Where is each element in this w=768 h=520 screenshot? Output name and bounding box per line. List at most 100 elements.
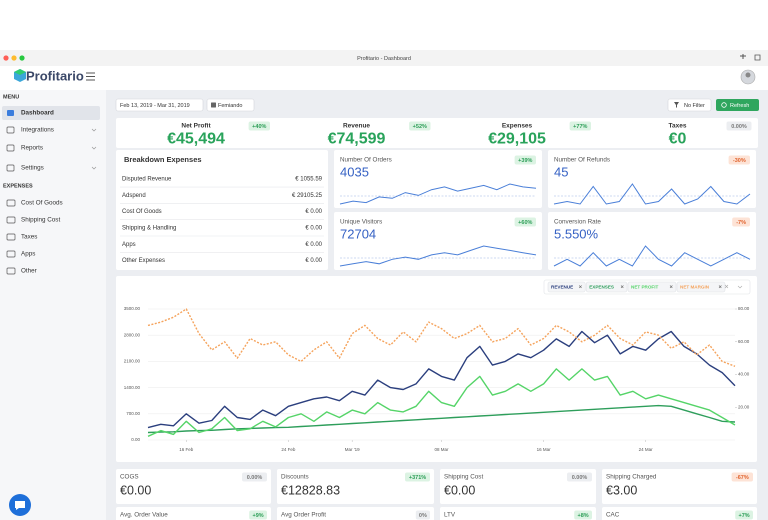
logo: Profitario [26, 68, 84, 83]
legend-chip[interactable] [627, 281, 677, 293]
avatar-head [745, 72, 751, 78]
breakdown-label: Shipping & Handling [122, 225, 176, 231]
menu-toggle[interactable] [86, 72, 95, 81]
breakdown-value: € 0.00 [305, 225, 322, 231]
kpi-value: €0 [669, 131, 687, 148]
change-badge [242, 472, 267, 482]
menu-icon [6, 250, 16, 258]
summary-value: €12828.83 [281, 483, 340, 497]
summary-label: COGS [120, 474, 139, 481]
change-text: +8% [578, 513, 589, 519]
metric-card [334, 212, 542, 270]
kpi-label: Net Profit [181, 123, 211, 130]
change-text: 0.00% [247, 475, 263, 481]
summary-card [277, 507, 434, 520]
refresh-label[interactable]: Refresh [730, 103, 749, 109]
breakdown-value: € 0.00 [305, 242, 322, 248]
y-tick-label: 0.00 [131, 437, 140, 442]
menu-item[interactable]: Apps [21, 251, 35, 258]
change-badge [574, 510, 592, 520]
chevron [91, 128, 97, 132]
change-badge [514, 217, 536, 227]
legend-chip[interactable] [547, 281, 586, 293]
app-header [0, 66, 768, 90]
y-tick-label: 3500.00 [124, 306, 141, 311]
window-button[interactable] [3, 55, 9, 61]
change-badge [732, 217, 750, 227]
summary-card [116, 469, 271, 504]
summary-value: €0.00 [444, 483, 475, 497]
x-tick-label: 08 Mar [434, 447, 449, 452]
sparkline [339, 183, 537, 205]
sidebar [0, 90, 106, 520]
dropdown-icon[interactable] [737, 285, 743, 289]
menu-item[interactable]: Other [21, 268, 37, 275]
change-badge [726, 121, 752, 131]
y-tick-label: 2800.00 [124, 332, 141, 337]
store-picker[interactable] [206, 98, 255, 112]
metric-value: 45 [554, 164, 568, 179]
metric-label: Number Of Orders [340, 157, 392, 164]
series-line [147, 330, 736, 429]
summary-card [440, 507, 596, 520]
kpi-label: Revenue [343, 123, 370, 130]
chip-remove[interactable] [718, 285, 722, 289]
summary-card [602, 469, 757, 504]
menu-item[interactable]: Taxes [21, 234, 37, 241]
breakdown-label: Cost Of Goods [122, 209, 162, 215]
refresh-icon [721, 102, 727, 108]
legend-label[interactable]: EXPENSES [589, 285, 614, 290]
store-name[interactable]: Femiando [218, 103, 242, 109]
change-badge [569, 121, 591, 131]
change-text: 0.00% [572, 475, 588, 481]
metric-value: 4035 [340, 164, 369, 179]
breakdown-card [116, 150, 328, 270]
change-badge [415, 510, 430, 520]
kpi-value: €74,599 [328, 131, 386, 148]
legend-label[interactable]: NET MARGIN [680, 285, 710, 290]
window-icon [740, 54, 746, 59]
legend-label[interactable]: NET PROFIT [631, 285, 659, 290]
legend-chip[interactable] [676, 281, 726, 293]
refresh-button[interactable] [716, 99, 759, 111]
chart-card [116, 276, 757, 462]
chip-remove[interactable] [578, 285, 582, 289]
menu-item[interactable]: Reports [21, 145, 43, 152]
chip-remove[interactable] [669, 285, 673, 289]
change-badge [248, 121, 270, 131]
y2-tick-label: 60.00 [738, 339, 750, 344]
window-button[interactable] [11, 55, 17, 61]
chevron [91, 166, 97, 170]
menu-icon [6, 216, 16, 224]
menu-item[interactable]: Shipping Cost [21, 217, 60, 224]
sparkline [553, 245, 751, 267]
change-text: +52% [413, 124, 427, 130]
y2-tick-label: 40.00 [738, 372, 750, 377]
kpi-card [116, 118, 758, 148]
breakdown-label: Apps [122, 242, 136, 248]
change-badge [728, 155, 750, 165]
window-button[interactable] [19, 55, 25, 61]
y2-tick-label: 80.00 [738, 306, 750, 311]
change-badge [409, 121, 431, 131]
change-text: 0.00% [731, 124, 747, 130]
change-badge [514, 155, 536, 165]
date-picker[interactable] [115, 98, 204, 112]
menu-icon [6, 233, 16, 241]
kpi-value: €45,494 [167, 131, 225, 148]
clear-icon[interactable] [724, 284, 729, 289]
legend-chip[interactable] [585, 281, 628, 293]
date-range[interactable]: Feb 13, 2019 - Mar 31, 2019 [120, 103, 190, 109]
x-tick-label: 24 Feb [281, 447, 296, 452]
summary-label: Discounts [281, 474, 309, 481]
chip-remove[interactable] [620, 285, 624, 289]
menu-item[interactable]: Integrations [21, 127, 54, 134]
menu-item[interactable]: Cost Of Goods [21, 200, 63, 207]
menu-item[interactable]: Dashboard [21, 110, 54, 117]
filter-label[interactable]: No Filter [684, 103, 705, 109]
legend-label[interactable]: REVENUE [551, 285, 573, 290]
menu-item[interactable]: Settings [21, 165, 44, 172]
change-text: +371% [409, 475, 426, 481]
summary-card [277, 469, 434, 504]
change-text: +40% [252, 124, 266, 130]
